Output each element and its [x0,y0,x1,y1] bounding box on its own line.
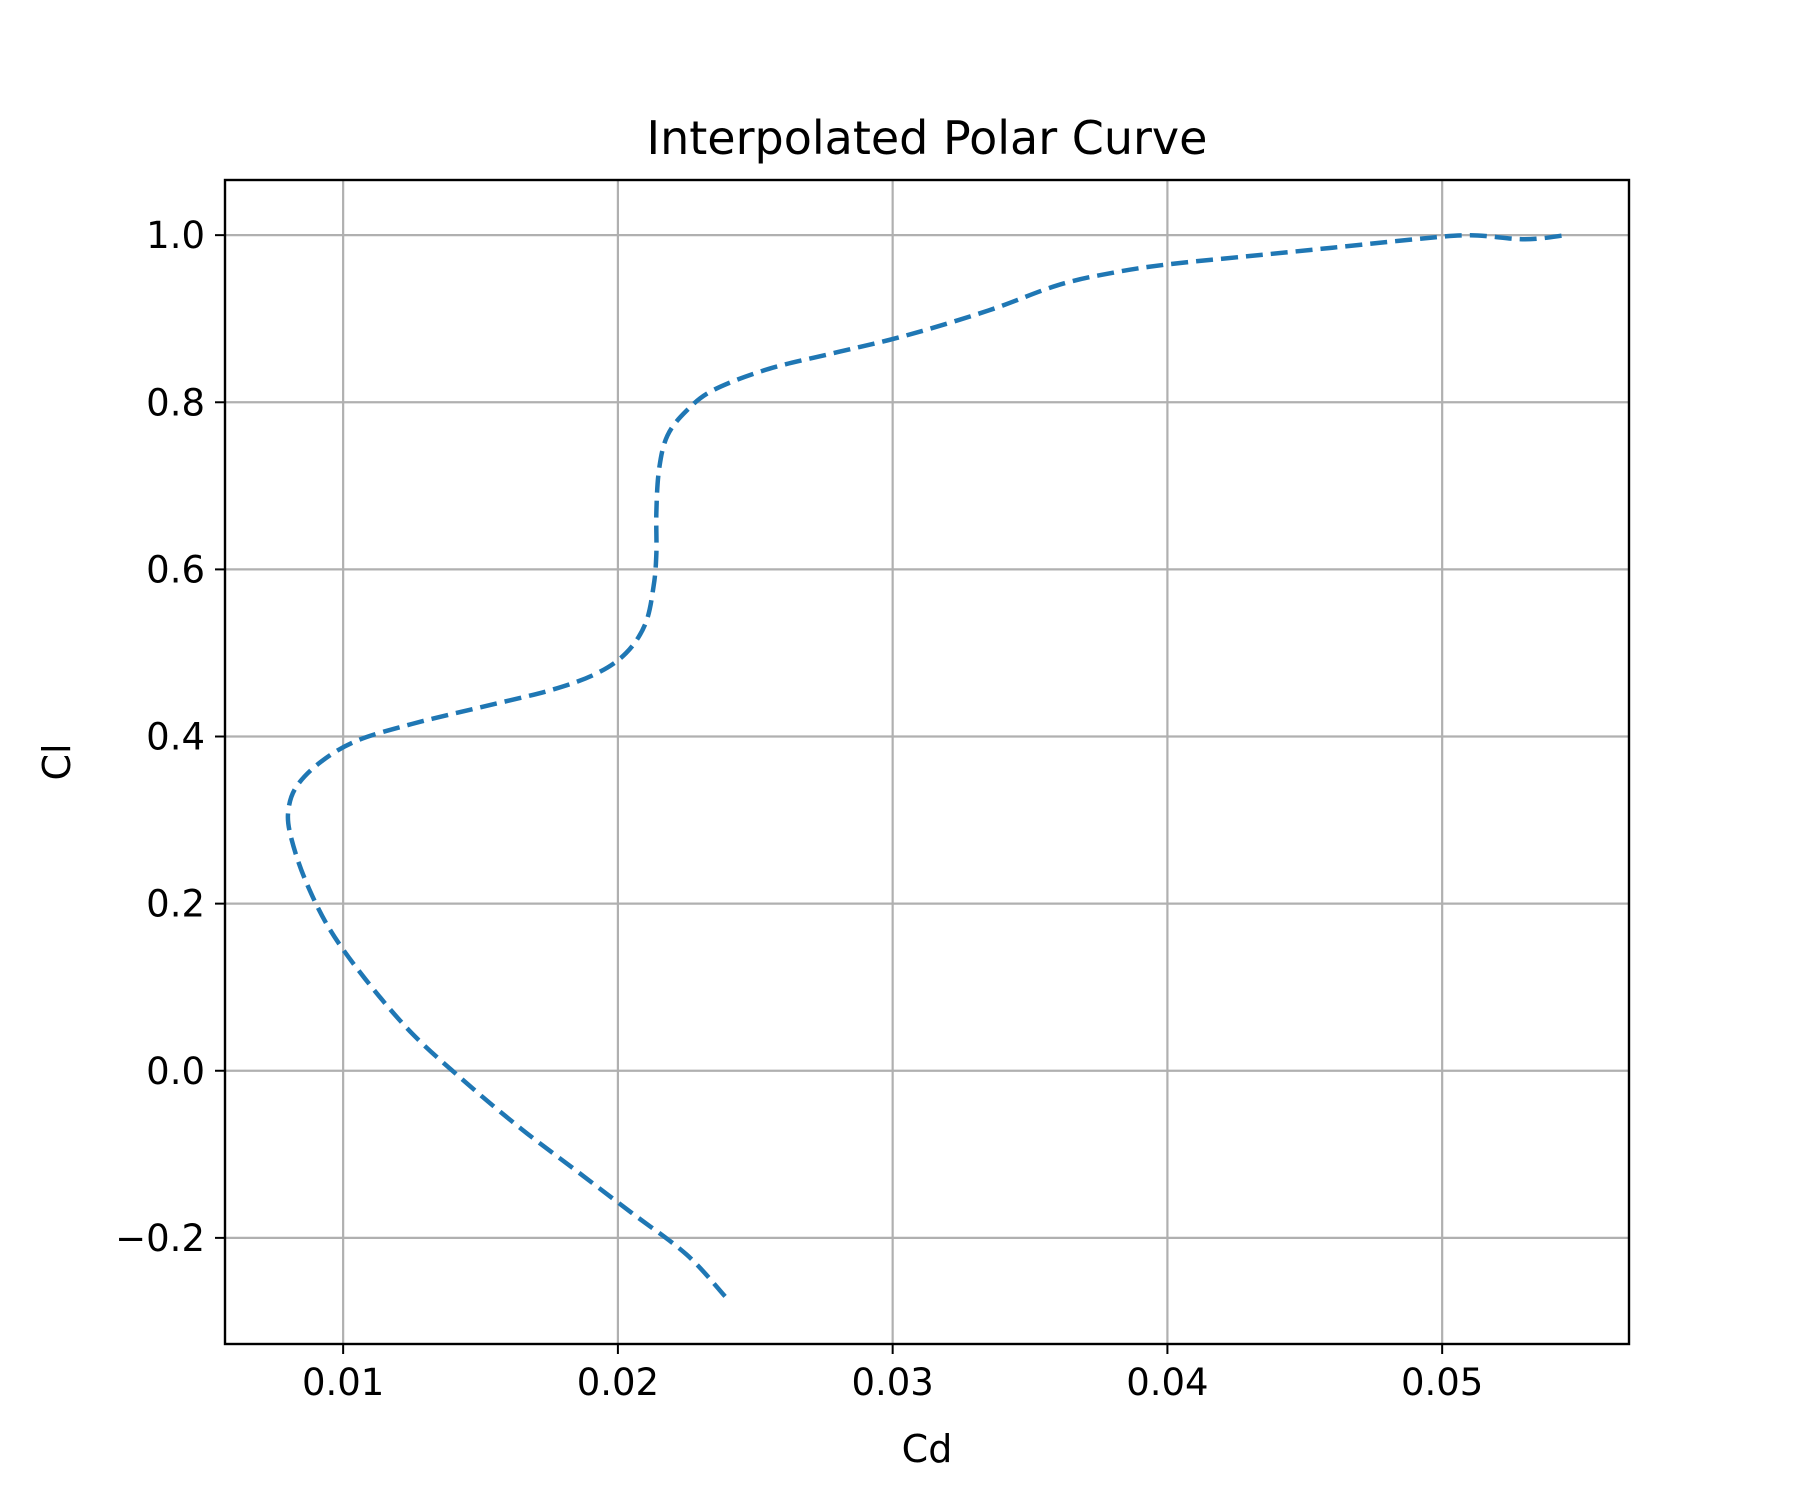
chart-title: Interpolated Polar Curve [647,111,1208,165]
axis-ticks: 0.01 0.02 0.03 0.04 0.05 −0.2 0.0 0.2 0.4 0.6 0.8 1… [115,214,1483,1404]
x-tick-label: 0.05 [1401,1361,1483,1404]
x-tick-label: 0.04 [1126,1361,1208,1404]
y-tick-label: 0.8 [146,381,205,424]
x-tick-label: 0.02 [577,1361,659,1404]
x-tick-label: 0.01 [302,1361,384,1404]
y-tick-label: 0.6 [146,548,205,591]
x-tick-label: 0.03 [851,1361,933,1404]
y-tick-label: 0.0 [146,1050,205,1093]
y-tick-label: 1.0 [146,214,205,257]
plot-frame [223,178,1631,1346]
y-tick-label: 0.2 [146,883,205,926]
y-axis-label: Cl [35,743,79,780]
polar-curve-series [285,232,1567,1298]
grid-lines [225,180,1629,1344]
polar-curve-line [285,232,1567,1298]
x-axis-label: Cd [902,1427,953,1471]
y-tick-label: −0.2 [115,1217,205,1260]
y-tick-label: 0.4 [146,716,205,759]
